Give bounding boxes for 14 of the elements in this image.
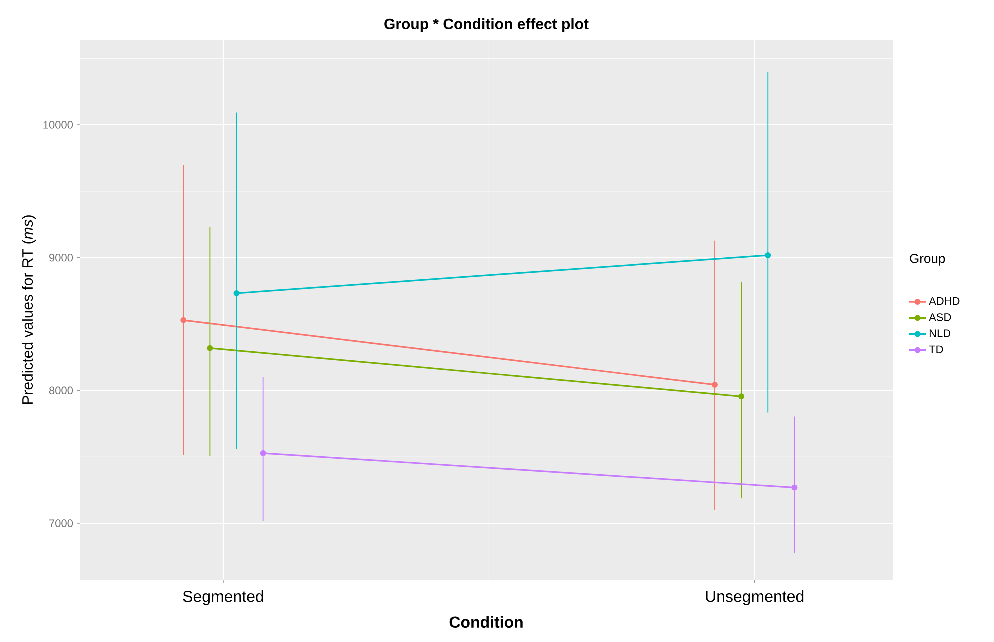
legend-label: ADHD: [929, 298, 960, 306]
y-tick-label: 9000: [50, 254, 74, 262]
y-axis-title: Predicted values for RT (ms): [22, 216, 36, 404]
x-tick-label: Segmented: [183, 590, 264, 606]
legend-label: ASD: [929, 314, 952, 322]
legend-label: TD: [929, 346, 944, 354]
legend-label: NLD: [930, 330, 951, 338]
x-axis-title: Condition: [450, 616, 523, 628]
y-tick-label: 7000: [50, 520, 74, 528]
chart-title: Group * Condition effect plot: [384, 18, 589, 32]
legend-title: Group: [910, 254, 946, 266]
y-tick-label: 10000: [44, 121, 74, 129]
y-tick-label: 8000: [49, 386, 74, 395]
x-tick-label: Unsegmented: [706, 590, 804, 606]
